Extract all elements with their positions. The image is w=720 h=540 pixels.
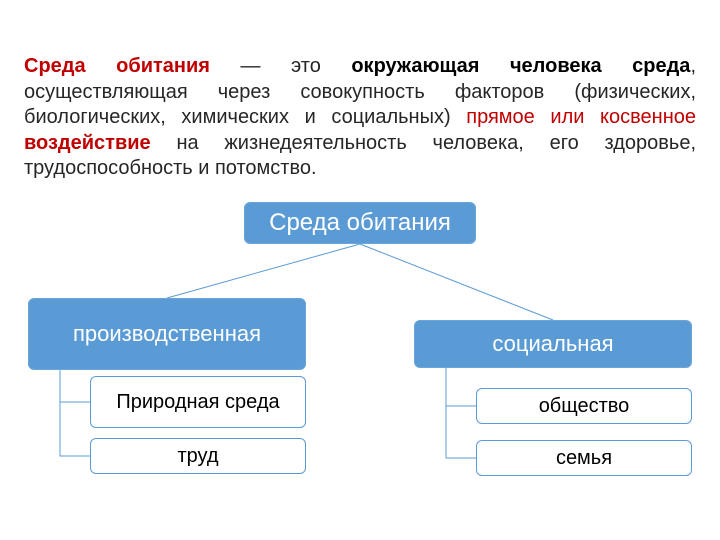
diagram-leaf-soc-1-label: семья [556,447,612,469]
diagram-leaf-prod-0: Природная среда [90,376,306,428]
diagram-category-soc-label: социальная [492,331,613,356]
diagram-root-label: Среда обитания [269,209,451,237]
definition-paragraph: Среда обитания — это окружающая человека… [24,54,696,182]
diagram-category-prod-label: производственная [73,321,261,346]
definition-red1: прямое или косвенное [466,106,696,128]
definition-term: Среда обитания [24,55,210,77]
definition-red-bold: воздействие [24,132,151,154]
diagram-leaf-soc-0: общество [476,388,692,424]
diagram-category-soc: социальная [414,320,692,368]
definition-bold-phrase: окружающая человека среда [351,55,690,77]
diagram-leaf-prod-1-label: труд [177,445,218,467]
diagram-leaf-prod-0-label: Природная среда [116,391,279,413]
slide: Среда обитания — это окружающая человека… [0,0,720,540]
diagram-leaf-soc-0-label: общество [539,395,630,417]
diagram-root: Среда обитания [244,202,476,244]
diagram-leaf-soc-1: семья [476,440,692,476]
definition-sep: — это [210,55,351,77]
diagram-leaf-prod-1: труд [90,438,306,474]
diagram-category-prod: производственная [28,298,306,370]
